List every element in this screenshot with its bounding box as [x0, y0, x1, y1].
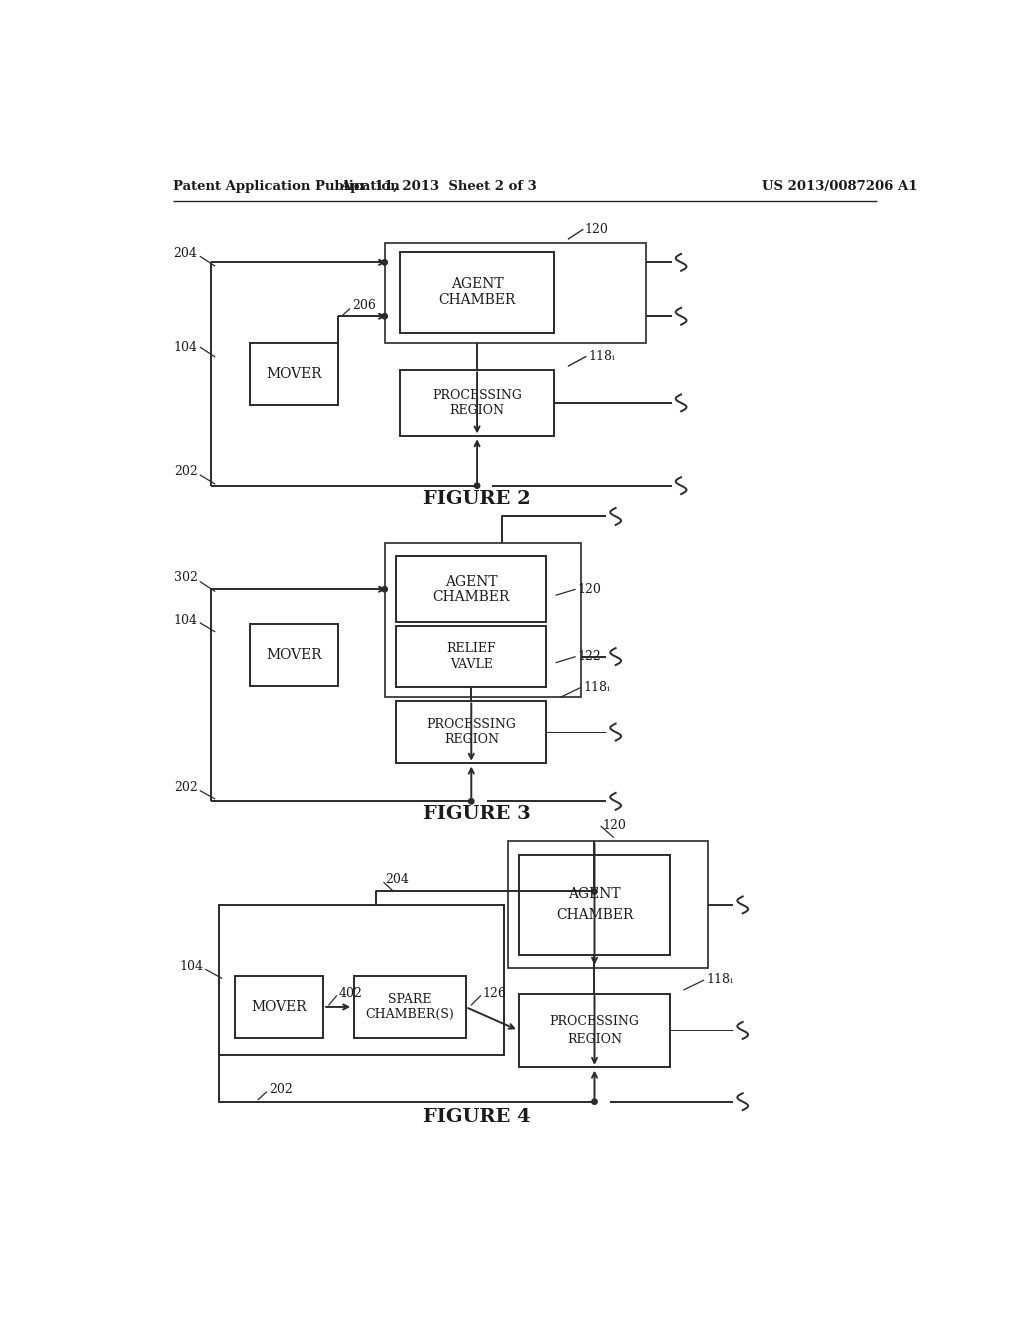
Text: REGION: REGION	[443, 733, 499, 746]
Text: FIGURE 2: FIGURE 2	[423, 490, 530, 508]
Circle shape	[382, 260, 387, 265]
Text: REGION: REGION	[567, 1034, 622, 1047]
Circle shape	[382, 314, 387, 319]
Text: 402: 402	[339, 986, 362, 999]
Text: Apr. 11, 2013  Sheet 2 of 3: Apr. 11, 2013 Sheet 2 of 3	[340, 181, 537, 194]
Text: 120: 120	[585, 223, 608, 236]
Text: AGENT: AGENT	[451, 276, 504, 290]
Circle shape	[469, 799, 474, 804]
Text: 104: 104	[173, 341, 198, 354]
Text: FIGURE 3: FIGURE 3	[423, 805, 530, 824]
Text: 202: 202	[174, 781, 198, 795]
Text: 122: 122	[578, 649, 601, 663]
Circle shape	[382, 586, 387, 591]
Text: 302: 302	[174, 572, 198, 585]
Bar	[385, 243, 646, 343]
Circle shape	[592, 888, 597, 894]
Circle shape	[474, 483, 480, 488]
Text: 120: 120	[578, 582, 601, 595]
Bar	[508, 841, 708, 969]
Circle shape	[592, 1100, 597, 1105]
Text: 120: 120	[602, 820, 626, 833]
Text: CHAMBER(S): CHAMBER(S)	[366, 1008, 454, 1022]
Text: 104: 104	[179, 961, 204, 973]
Text: CHAMBER: CHAMBER	[432, 590, 510, 605]
Text: MOVER: MOVER	[266, 648, 322, 663]
Bar	[400, 252, 554, 333]
Text: Patent Application Publication: Patent Application Publication	[173, 181, 399, 194]
Text: AGENT: AGENT	[445, 574, 498, 589]
Text: SPARE: SPARE	[388, 993, 431, 1006]
Text: 202: 202	[174, 465, 198, 478]
Text: 126: 126	[482, 986, 506, 999]
Text: AGENT: AGENT	[568, 887, 621, 900]
Text: REGION: REGION	[450, 404, 505, 417]
Bar	[219, 906, 504, 1056]
Text: 104: 104	[173, 614, 198, 627]
Text: 204: 204	[385, 874, 409, 887]
Text: 118ᵢ: 118ᵢ	[707, 973, 733, 986]
Text: CHAMBER: CHAMBER	[438, 293, 516, 308]
Text: US 2013/0087206 A1: US 2013/0087206 A1	[762, 181, 918, 194]
Text: CHAMBER: CHAMBER	[556, 908, 633, 921]
Bar	[396, 626, 547, 688]
Text: PROCESSING: PROCESSING	[432, 388, 522, 401]
Text: PROCESSING: PROCESSING	[426, 718, 516, 731]
Bar	[250, 343, 339, 405]
Text: 206: 206	[352, 298, 376, 312]
Bar	[519, 855, 670, 956]
Bar	[385, 544, 581, 697]
Text: MOVER: MOVER	[266, 367, 322, 381]
Text: FIGURE 4: FIGURE 4	[423, 1107, 530, 1126]
Bar	[396, 701, 547, 763]
Text: 118ᵢ: 118ᵢ	[589, 350, 615, 363]
Bar	[400, 370, 554, 436]
Text: VAVLE: VAVLE	[450, 657, 493, 671]
Text: 202: 202	[269, 1082, 293, 1096]
Text: 118ᵢ: 118ᵢ	[584, 681, 610, 694]
Text: PROCESSING: PROCESSING	[550, 1015, 639, 1028]
Bar	[354, 977, 466, 1038]
Bar	[396, 557, 547, 622]
Bar	[250, 624, 339, 686]
Bar	[234, 977, 323, 1038]
Text: RELIEF: RELIEF	[446, 643, 496, 656]
Text: 204: 204	[174, 247, 198, 260]
Bar	[519, 994, 670, 1067]
Text: MOVER: MOVER	[251, 1001, 306, 1014]
